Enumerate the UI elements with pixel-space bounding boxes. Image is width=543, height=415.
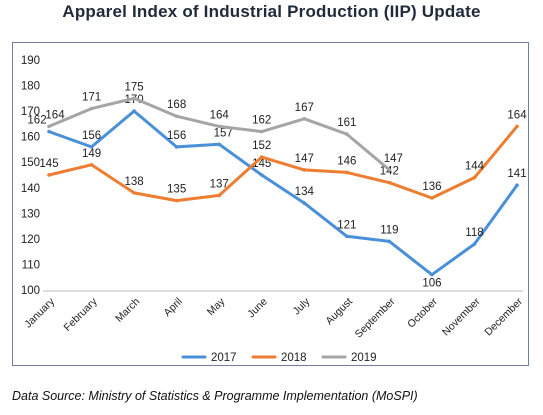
data-label-2018: 145 [39, 158, 58, 170]
x-tick-label: March [113, 296, 142, 325]
data-point-2017 [387, 239, 392, 244]
legend-label-2018: 2018 [281, 352, 307, 364]
data-point-2017 [302, 201, 307, 205]
data-point-2018 [387, 180, 392, 185]
data-label-2018: 146 [337, 155, 356, 167]
data-label-2018: 149 [82, 148, 101, 160]
y-tick-label: 160 [21, 132, 40, 144]
x-tick-label: July [291, 295, 313, 317]
data-point-2017 [259, 173, 264, 177]
data-label-2017: 119 [380, 224, 398, 236]
data-point-2017 [174, 145, 179, 149]
y-tick-label: 110 [22, 259, 40, 271]
data-point-2018 [302, 168, 307, 172]
data-label-2018: 138 [124, 176, 143, 188]
data-source-note: Data Source: Ministry of Statistics & Pr… [12, 389, 418, 403]
y-tick-label: 130 [21, 208, 40, 220]
x-tick-label: September [353, 295, 398, 340]
data-point-2017 [217, 142, 221, 147]
y-tick-label: 190 [21, 55, 40, 67]
series-line-2018 [47, 124, 519, 203]
data-label-2018: 164 [507, 109, 527, 121]
data-label-2017: 157 [214, 127, 233, 139]
data-point-2017 [345, 234, 349, 239]
data-label-2017: 141 [507, 168, 526, 180]
y-tick-label: 120 [21, 234, 40, 246]
x-tick-label: May [205, 295, 228, 318]
data-label-2019: 147 [384, 153, 403, 165]
legend-label-2019: 2019 [351, 352, 377, 364]
y-tick-label: 170 [21, 106, 40, 118]
data-label-2019: 167 [295, 102, 314, 114]
data-point-2017 [472, 242, 477, 246]
data-point-2018 [132, 191, 136, 195]
data-point-2018 [89, 162, 94, 167]
data-point-2018 [345, 170, 349, 175]
x-tick-label: January [22, 295, 57, 330]
x-tick-label: December [482, 295, 525, 338]
y-tick-label: 150 [21, 157, 40, 169]
data-point-2017 [47, 129, 51, 134]
data-point-2019 [259, 129, 264, 134]
data-label-2019: 164 [45, 109, 65, 121]
data-label-2017: 106 [422, 278, 441, 290]
data-point-2017 [430, 272, 434, 277]
data-point-2017 [89, 145, 94, 149]
data-label-2017: 134 [295, 186, 315, 198]
data-point-2018 [217, 193, 221, 198]
data-point-2018 [430, 196, 434, 200]
data-point-2019 [132, 96, 136, 101]
data-label-2018: 152 [252, 140, 271, 152]
data-point-2019 [387, 168, 392, 172]
chart-title: Apparel Index of Industrial Production (… [62, 2, 481, 21]
data-point-2019 [345, 132, 349, 136]
x-tick-label: October [405, 295, 440, 330]
data-label-2019: 162 [252, 115, 271, 127]
y-tick-label: 140 [21, 183, 40, 195]
data-point-2018 [515, 124, 519, 129]
data-point-2019 [217, 124, 221, 129]
x-tick-label: February [61, 295, 100, 334]
data-label-2019: 171 [82, 92, 101, 104]
data-label-2017: 162 [27, 115, 46, 127]
data-point-2019 [302, 116, 307, 121]
data-label-2018: 147 [295, 153, 314, 165]
y-tick-label: 100 [21, 285, 40, 297]
x-tick-label: August [323, 296, 355, 328]
data-point-2018 [174, 198, 179, 203]
data-label-2019: 175 [124, 81, 143, 93]
data-point-2018 [47, 173, 51, 177]
data-label-2019: 164 [210, 109, 230, 121]
x-tick-label: November [440, 295, 483, 338]
data-point-2019 [89, 106, 94, 111]
data-label-2019: 161 [337, 117, 356, 129]
x-tick-label: April [161, 296, 184, 319]
data-label-2017: 156 [82, 130, 101, 142]
legend-label-2017: 2017 [211, 352, 237, 364]
data-label-2017: 121 [337, 219, 356, 231]
data-label-2018: 137 [210, 178, 229, 190]
data-point-2019 [174, 114, 179, 119]
data-label-2018: 136 [422, 181, 441, 193]
series-line-2017 [47, 109, 519, 277]
data-point-2017 [132, 109, 136, 113]
x-tick-label: June [245, 296, 270, 321]
data-label-2018: 135 [167, 184, 186, 196]
y-tick-label: 180 [21, 81, 40, 93]
data-label-2017: 156 [167, 130, 186, 142]
chart-frame [12, 42, 529, 366]
data-label-2017: 118 [465, 227, 483, 239]
data-point-2018 [259, 155, 264, 159]
data-label-2019: 168 [167, 99, 186, 111]
data-point-2019 [47, 124, 51, 129]
data-point-2018 [472, 175, 477, 180]
data-label-2018: 144 [465, 161, 485, 173]
data-point-2017 [515, 183, 519, 188]
